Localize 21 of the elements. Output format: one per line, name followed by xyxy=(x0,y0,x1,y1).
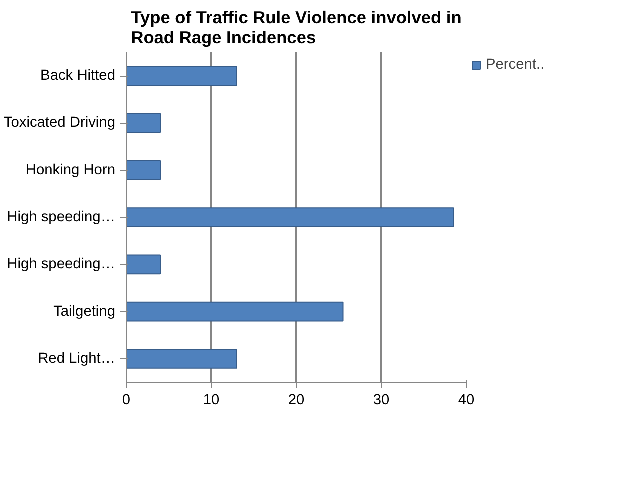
x-tick-label: 0 xyxy=(122,392,131,408)
y-tick-label: Honking Horn xyxy=(26,162,116,178)
y-tick-label: Tailgeting xyxy=(54,304,116,320)
bar xyxy=(126,254,161,275)
x-tick-label: 10 xyxy=(203,392,220,408)
bar xyxy=(126,208,454,228)
x-tick-label: 20 xyxy=(288,392,305,408)
chart-title: Type of Traffic Rule Violence involved in Road Rage Incidences xyxy=(131,8,462,48)
y-tick-label: High speeding… xyxy=(7,210,116,226)
bar xyxy=(126,160,161,180)
y-tick-label: Back Hitted xyxy=(40,68,116,84)
bar xyxy=(126,66,238,86)
x-tick-label: 40 xyxy=(458,392,475,408)
y-tick-label: Red Light… xyxy=(38,350,116,367)
x-tick-label: 30 xyxy=(373,392,390,408)
bar xyxy=(126,302,344,322)
legend-label: Percent.. xyxy=(486,57,545,73)
bar xyxy=(126,349,238,369)
y-tick-label: Toxicated Driving xyxy=(4,115,116,132)
y-tick-label: High speeding… xyxy=(7,256,116,273)
bar xyxy=(126,113,161,134)
